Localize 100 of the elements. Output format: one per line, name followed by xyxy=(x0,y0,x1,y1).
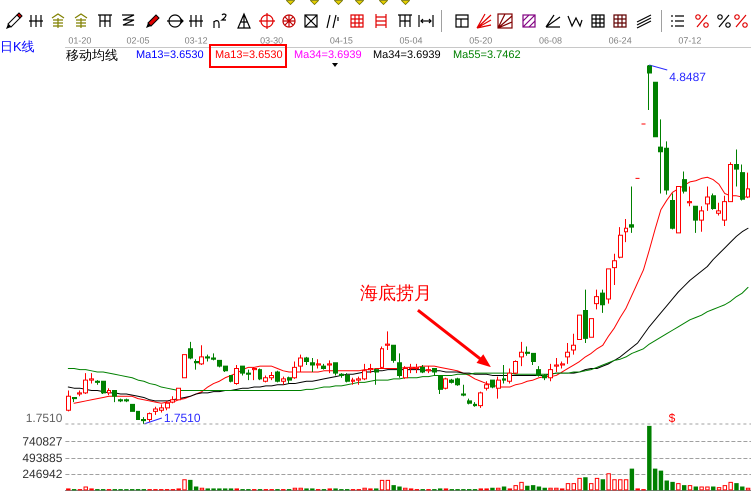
candlestick xyxy=(676,186,681,234)
candlestick xyxy=(670,192,675,230)
candlestick xyxy=(577,314,582,340)
candlestick xyxy=(147,412,152,422)
candlestick xyxy=(107,388,111,396)
candlestick xyxy=(600,289,605,314)
candlestick xyxy=(426,366,431,374)
bar xyxy=(694,486,698,490)
candlestick xyxy=(310,358,315,372)
annotation: 4.8487 xyxy=(669,70,706,84)
candlestick xyxy=(589,318,594,338)
candlestick xyxy=(199,344,204,366)
candlestick xyxy=(699,206,704,232)
candlestick xyxy=(298,354,303,372)
text: Ma13=3.6530 xyxy=(215,49,283,61)
x-tick-label: 01-20 xyxy=(68,36,92,46)
chart-title: 日K线 xyxy=(0,39,35,54)
annotation: 1.7510 xyxy=(164,411,201,425)
candlestick xyxy=(304,356,309,366)
candlestick xyxy=(624,218,628,243)
candlestick xyxy=(490,380,495,389)
candlestick xyxy=(380,346,384,369)
text: Ma34=3.6939 xyxy=(294,49,362,61)
candlestick xyxy=(292,361,297,380)
candlestick xyxy=(687,186,692,207)
text: Ma55=3.7462 xyxy=(453,49,521,61)
candlestick xyxy=(112,390,117,403)
candlestick xyxy=(682,170,687,194)
candlestick xyxy=(594,289,599,310)
candlestick xyxy=(432,368,437,376)
bar xyxy=(630,468,634,490)
ref-line-label: 1.7510 xyxy=(26,411,63,425)
candlestick xyxy=(188,341,193,360)
candlestick xyxy=(374,368,379,386)
y-tick-label: 493885 xyxy=(22,450,63,465)
x-tick-label: 05-20 xyxy=(469,36,492,46)
candlestick xyxy=(258,368,262,381)
bar xyxy=(711,486,716,490)
annotation: $ xyxy=(668,411,676,425)
candlestick xyxy=(275,370,280,383)
candlestick xyxy=(333,362,338,376)
candlestick xyxy=(420,364,425,374)
candlestick xyxy=(705,186,710,212)
candlestick xyxy=(467,398,472,405)
candlestick xyxy=(647,64,652,111)
candlestick xyxy=(711,192,716,210)
x-tick-label: 05-04 xyxy=(400,36,423,46)
candlestick xyxy=(740,164,745,201)
x-tick-label: 06-08 xyxy=(538,36,562,46)
candlestick xyxy=(234,364,239,386)
bar xyxy=(583,477,588,490)
y-tick-label: 740827 xyxy=(22,434,63,449)
candlestick xyxy=(571,333,576,356)
candlestick xyxy=(461,384,466,397)
candlestick xyxy=(281,376,286,386)
x-tick-label: 07-12 xyxy=(678,36,702,46)
candlestick xyxy=(252,366,257,381)
candlestick xyxy=(229,374,233,383)
x-tick-label: 03-12 xyxy=(184,36,208,46)
bar xyxy=(600,479,606,490)
candlestick xyxy=(612,253,617,286)
candlestick xyxy=(391,344,396,364)
candlestick xyxy=(72,396,77,403)
candlestick xyxy=(443,377,448,390)
candlestick xyxy=(327,360,332,374)
x-tick-label: 06-24 xyxy=(608,36,632,46)
candlestick xyxy=(548,363,553,382)
candlestick xyxy=(316,358,321,369)
candlestick xyxy=(484,380,489,392)
annotation: 海底捞月 xyxy=(360,283,432,303)
candlestick xyxy=(734,148,739,188)
bar xyxy=(682,485,686,490)
candlestick xyxy=(583,289,588,344)
candlestick xyxy=(194,358,199,370)
bar xyxy=(502,486,506,490)
candlestick xyxy=(473,402,477,408)
y-tick-label: 246942 xyxy=(22,467,63,482)
legend-title: 移动均线 xyxy=(66,48,118,62)
x-tick-label: 03-30 xyxy=(260,36,284,46)
candlestick xyxy=(478,391,483,408)
candlestick xyxy=(287,376,292,384)
candlestick xyxy=(368,363,373,374)
candlestick xyxy=(693,206,698,234)
candlestick xyxy=(385,330,390,350)
candlestick xyxy=(321,363,326,370)
candlestick xyxy=(182,354,187,378)
candlestick xyxy=(653,82,658,138)
candlestick xyxy=(66,390,71,412)
candlestick xyxy=(606,268,611,304)
candlestick xyxy=(618,226,623,259)
candlestick xyxy=(496,376,501,400)
candlestick xyxy=(565,342,570,364)
x-tick-label: 04-15 xyxy=(330,36,353,46)
candlestick xyxy=(519,341,524,367)
candlestick xyxy=(629,186,634,234)
x-tick-label: 02-05 xyxy=(126,36,150,46)
text: Ma34=3.6939 xyxy=(373,49,441,61)
candlestick xyxy=(502,364,506,384)
candlestick xyxy=(397,352,402,378)
text: Ma13=3.6530 xyxy=(136,49,204,61)
